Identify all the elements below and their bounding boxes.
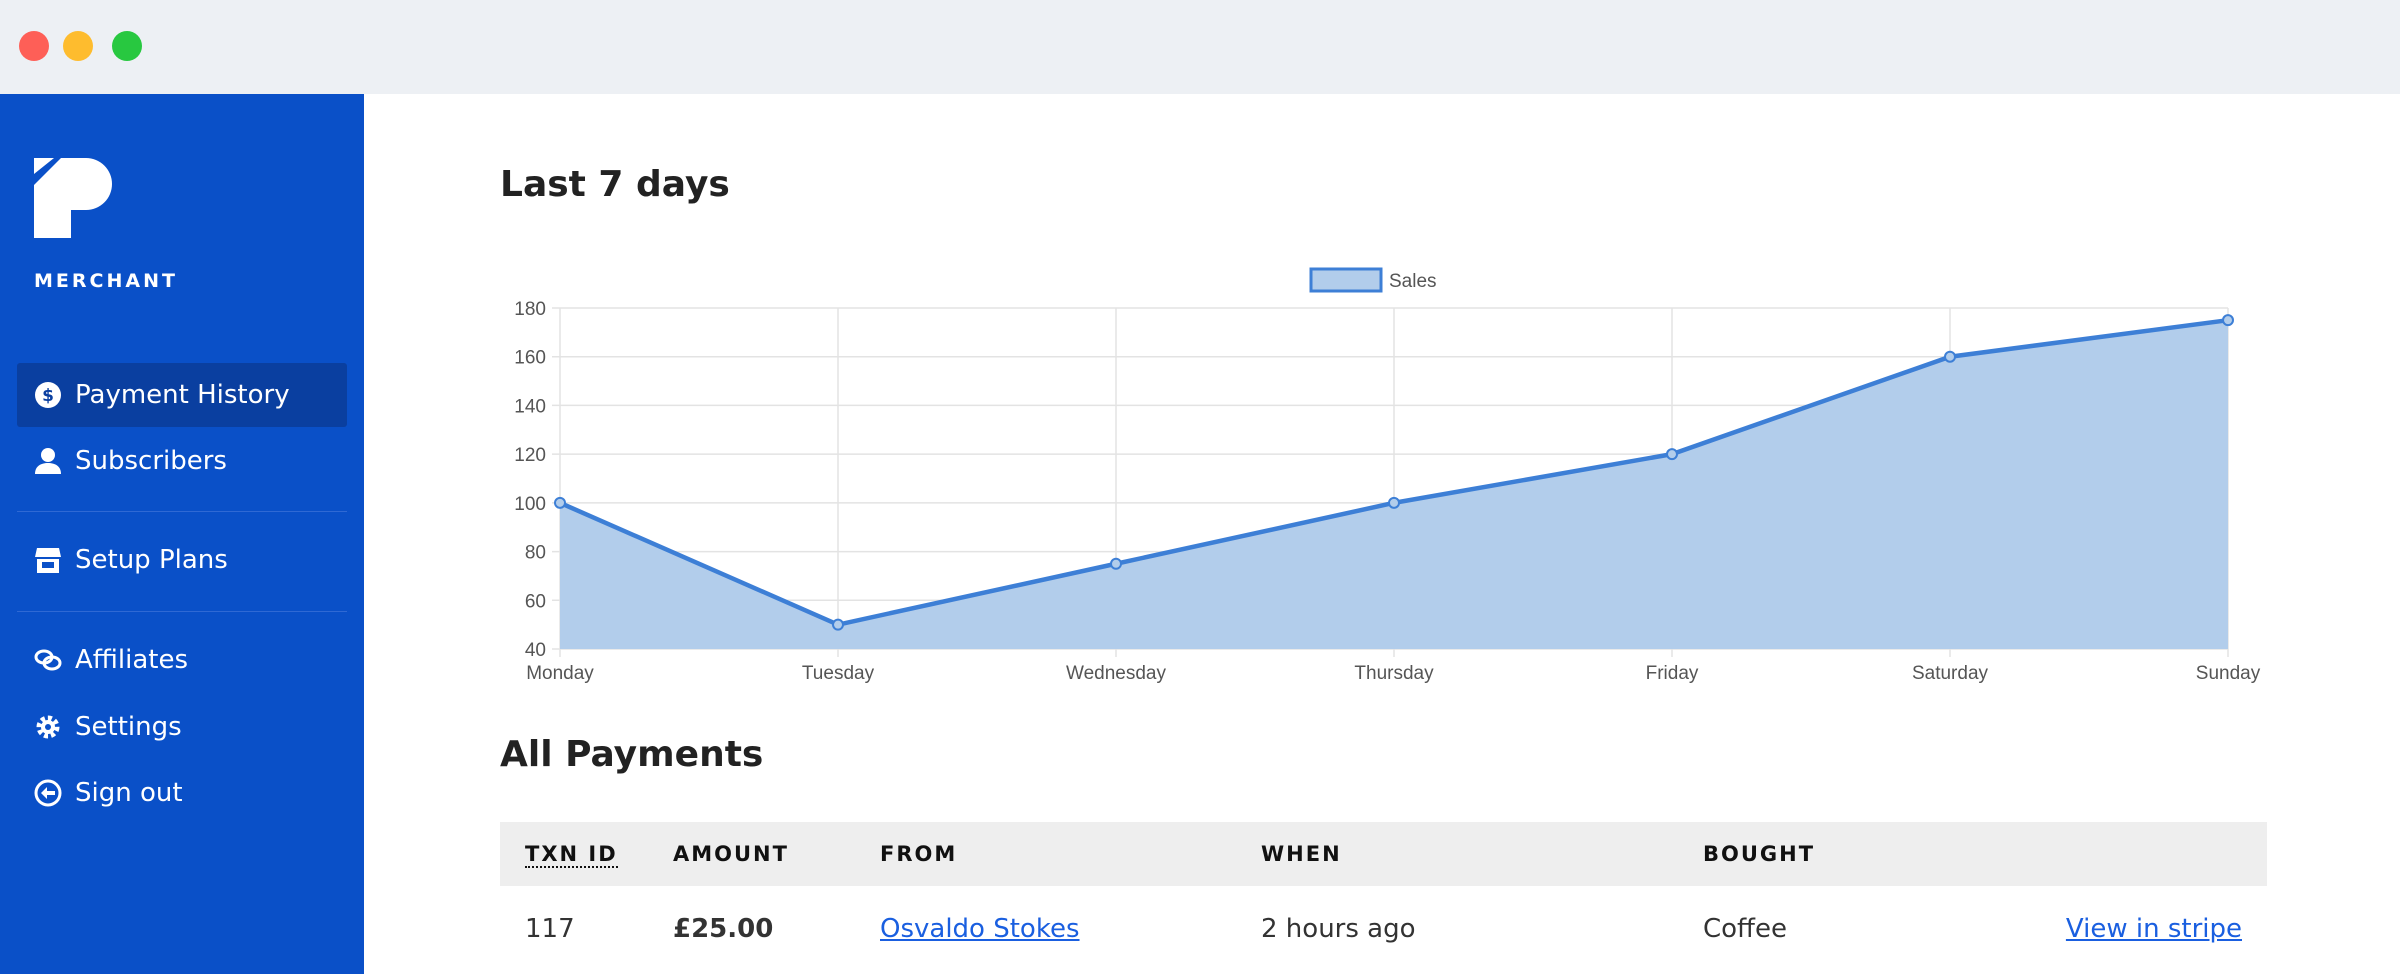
customer-link[interactable]: Osvaldo Stokes — [880, 914, 1080, 944]
user-icon — [35, 448, 61, 474]
sidebar-item-label: Settings — [75, 712, 182, 742]
sidebar-item-label: Subscribers — [75, 446, 227, 476]
sidebar-divider — [17, 511, 347, 512]
sidebar: MERCHANT $ Payment History Subscribers S… — [0, 94, 364, 974]
sidebar-item-payment-history[interactable]: $ Payment History — [17, 363, 347, 427]
maximize-window-button[interactable] — [112, 31, 142, 61]
y-tick-label: 140 — [514, 396, 546, 417]
sales-point — [1944, 350, 1956, 363]
bought: Coffee — [1703, 914, 1787, 944]
header-actions — [1904, 822, 2267, 886]
y-tick-label: 80 — [525, 543, 546, 564]
y-tick-label: 120 — [514, 445, 546, 466]
amount: £25.00 — [673, 914, 774, 944]
txn-id: 117 — [525, 914, 575, 944]
y-tick-label: 100 — [514, 494, 546, 515]
x-tick-label: Sunday — [2196, 663, 2261, 684]
sidebar-item-label: Affiliates — [75, 645, 189, 675]
y-tick-label: 40 — [525, 640, 546, 661]
sidebar-item-affiliates[interactable]: Affiliates — [17, 628, 347, 692]
x-tick-label: Thursday — [1354, 663, 1434, 684]
close-window-button[interactable] — [19, 31, 49, 61]
sidebar-item-subscribers[interactable]: Subscribers — [17, 429, 347, 493]
header-from: FROM — [880, 822, 1261, 886]
header-bought: BOUGHT — [1703, 822, 1905, 886]
y-tick-label: 180 — [514, 299, 546, 320]
x-tick-label: Tuesday — [802, 663, 875, 684]
sidebar-item-label: Payment History — [75, 380, 290, 410]
main-content: Last 7 days 40 60 80 100 120 140 160 180 Monday T… — [364, 94, 2400, 974]
sales-chart: 40 60 80 100 120 140 160 180 Monday Tuesday Wednes… — [514, 267, 2261, 684]
sidebar-item-settings[interactable]: Settings — [17, 695, 347, 759]
x-tick-label: Friday — [1646, 663, 1699, 684]
chart-title: Last 7 days — [500, 164, 730, 205]
header-when: WHEN — [1261, 822, 1703, 886]
payments-table: TXN ID AMOUNT FROM WHEN BOUGHT 117 £25.0… — [500, 822, 2267, 972]
merchant-logo — [34, 158, 112, 238]
x-tick-label: Saturday — [1912, 663, 1989, 684]
x-tick-label: Wednesday — [1066, 663, 1166, 684]
table-header-row: TXN ID AMOUNT FROM WHEN BOUGHT — [500, 822, 2267, 886]
svg-text:$: $ — [42, 386, 54, 406]
view-in-stripe-link[interactable]: View in stripe — [2065, 914, 2242, 944]
header-txn-id: TXN ID — [525, 842, 618, 868]
dollar-circle-icon: $ — [35, 382, 61, 408]
sales-point — [1110, 557, 1122, 570]
y-tick-label: 160 — [514, 348, 546, 369]
sales-point — [832, 618, 844, 631]
sales-point — [1388, 496, 1400, 509]
brand-name: MERCHANT — [34, 270, 178, 292]
sales-area-fill — [560, 320, 2228, 649]
sidebar-item-sign-out[interactable]: Sign out — [17, 761, 347, 825]
sales-point — [2222, 314, 2234, 327]
link-icon — [34, 649, 62, 671]
x-tick-label: Monday — [526, 663, 594, 684]
store-icon — [35, 548, 61, 573]
sales-point — [1666, 448, 1678, 461]
sidebar-item-setup-plans[interactable]: Setup Plans — [17, 528, 347, 592]
legend-label: Sales — [1389, 271, 1437, 292]
window-titlebar — [0, 0, 2400, 94]
gear-icon — [36, 715, 60, 739]
when: 2 hours ago — [1261, 914, 1416, 944]
arrow-left-circle-icon — [34, 779, 62, 807]
payments-title: All Payments — [500, 734, 764, 775]
sales-point — [554, 496, 566, 509]
sidebar-divider — [17, 611, 347, 612]
sidebar-item-label: Setup Plans — [75, 545, 228, 575]
y-tick-label: 60 — [525, 591, 546, 612]
legend-swatch — [1309, 267, 1383, 293]
table-row: 117 £25.00 Osvaldo Stokes 2 hours ago Co… — [500, 886, 2267, 972]
header-amount: AMOUNT — [673, 822, 880, 886]
sidebar-item-label: Sign out — [75, 778, 183, 808]
minimize-window-button[interactable] — [63, 31, 93, 61]
